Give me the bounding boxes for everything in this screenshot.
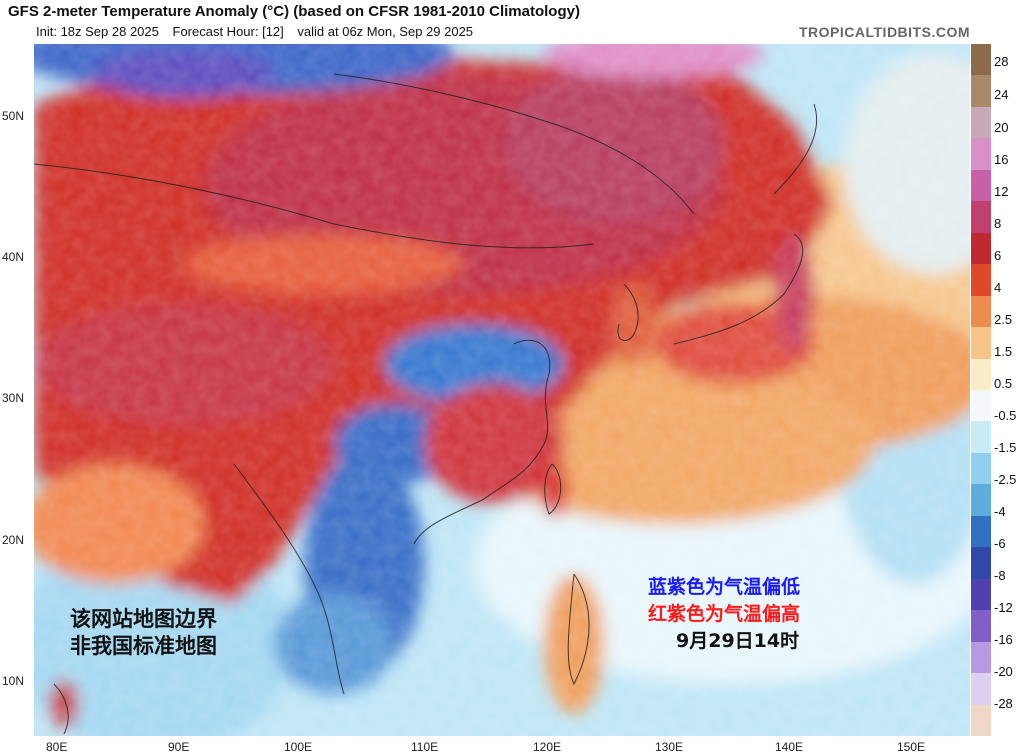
colorbar-segment (971, 75, 991, 108)
colorbar-segment (971, 452, 991, 485)
colorbar-label: -1.5 (994, 440, 1017, 455)
forecast-hour: Forecast Hour: [12] (172, 24, 284, 39)
lat-label: 50N (2, 109, 25, 123)
colorbar-label: -12 (994, 600, 1013, 615)
lon-label: 120E (533, 740, 562, 754)
colorbar-segment (971, 641, 991, 674)
colorbar-label: -16 (994, 632, 1013, 647)
colorbar-label: -6 (994, 536, 1006, 551)
colorbar-segment (971, 232, 991, 265)
colorbar-label: 28 (994, 54, 1009, 69)
map-disclaimer: 该网站地图边界 非我国标准地图 (70, 606, 217, 660)
colorbar-segment (971, 169, 991, 202)
lon-label: 100E (284, 740, 313, 754)
forecast-time-note: 9月29日14时 (676, 630, 800, 652)
colorbar-segment (971, 390, 991, 422)
colorbar-segment (971, 264, 991, 297)
disclaimer-line-2: 非我国标准地图 (70, 634, 217, 658)
colorbar-label: 2.5 (994, 312, 1013, 327)
colorbar-segment (971, 106, 991, 139)
anomaly-map (34, 44, 970, 736)
colorbar-label: 12 (994, 184, 1009, 199)
colorbar-segment (971, 484, 991, 517)
colorbar-segment (971, 610, 991, 643)
lon-label: 80E (46, 740, 68, 754)
colorbar-label: -0.5 (994, 408, 1017, 423)
lon-label: 140E (775, 740, 804, 754)
colorbar-label: 20 (994, 120, 1009, 135)
colorbar-segment (971, 515, 991, 548)
colorbar-label: -8 (994, 568, 1006, 583)
colorbar-segment (971, 547, 991, 580)
init-time: Init: 18z Sep 28 2025 (36, 24, 159, 39)
lat-label: 30N (2, 391, 25, 405)
colorbar-segment (971, 201, 991, 234)
colorbar-label: 24 (994, 87, 1009, 102)
legend-blue-note: 蓝紫色为气温偏低 (648, 576, 801, 598)
colorbar-label: -20 (994, 664, 1013, 679)
lon-label: 150E (897, 740, 926, 754)
colorbar-segment (971, 295, 991, 328)
colorbar-label: -4 (994, 504, 1006, 519)
lat-label: 20N (2, 533, 25, 547)
colorbar-label: 8 (994, 216, 1002, 231)
colorbar-label: 1.5 (994, 344, 1013, 359)
site-watermark: TROPICALTIDBITS.COM (798, 24, 970, 40)
lat-label: 10N (2, 674, 25, 688)
lon-label: 110E (411, 740, 439, 754)
colorbar-segment (971, 138, 991, 171)
colorbar-segment (971, 358, 991, 391)
lat-label: 40N (2, 250, 25, 264)
colorbar-segment (971, 44, 991, 76)
colorbar-segment (971, 327, 991, 360)
colorbar-label: 4 (994, 280, 1002, 295)
legend-red-note: 红紫色为气温偏高 (648, 603, 801, 625)
colorbar-label: -28 (994, 696, 1013, 711)
colorbar-segment (971, 578, 991, 611)
colorbar (971, 44, 991, 737)
valid-time: valid at 06z Mon, Sep 29 2025 (297, 24, 474, 39)
colorbar-label: 16 (994, 152, 1009, 167)
colorbar-segment (971, 704, 991, 737)
colorbar-label: -2.5 (994, 472, 1017, 487)
lon-label: 90E (168, 740, 190, 754)
colorbar-segment (971, 421, 991, 454)
map-title: GFS 2-meter Temperature Anomaly (°C) (ba… (8, 3, 580, 20)
colorbar-segment (971, 673, 991, 706)
anomaly-field (34, 44, 970, 736)
colorbar-label: 0.5 (994, 376, 1013, 391)
colorbar-label: 6 (994, 248, 1002, 263)
forecast-info: Init: 18z Sep 28 2025 Forecast Hour: [12… (36, 24, 483, 39)
disclaimer-line-1: 该网站地图边界 (70, 607, 217, 631)
legend-notes: 蓝紫色为气温偏低 红紫色为气温偏高 9月29日14时 (648, 574, 800, 655)
lon-label: 130E (655, 740, 684, 754)
